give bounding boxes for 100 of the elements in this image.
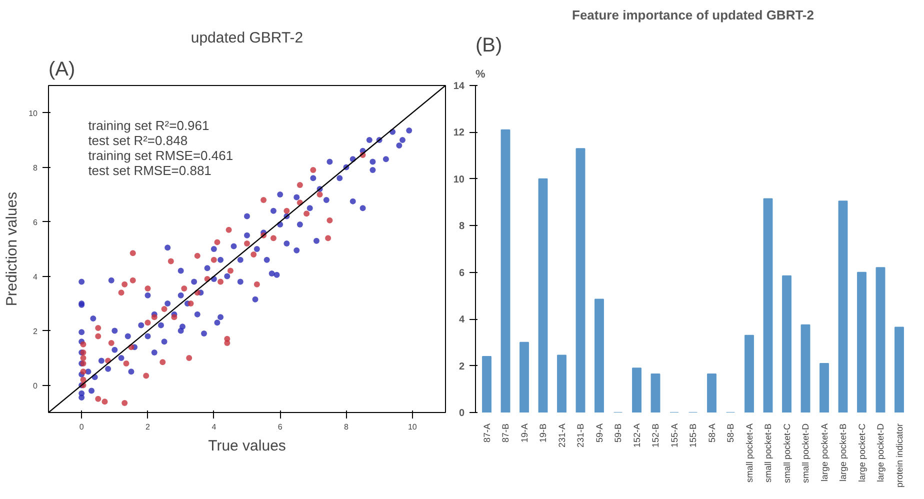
y-tick-label: 6 bbox=[33, 218, 38, 227]
y-tick-label: 4 bbox=[33, 272, 38, 282]
y-tick-label: 4 bbox=[458, 314, 465, 326]
bar bbox=[857, 272, 866, 412]
bar bbox=[800, 324, 810, 412]
point bbox=[226, 226, 232, 233]
point bbox=[102, 398, 108, 405]
point bbox=[108, 340, 114, 346]
bar bbox=[632, 368, 642, 412]
point bbox=[171, 314, 178, 320]
point bbox=[143, 372, 150, 379]
point bbox=[224, 340, 230, 346]
point bbox=[188, 300, 194, 306]
y-tick-label: 2 bbox=[458, 361, 465, 372]
x-tick-label: 4 bbox=[212, 422, 217, 432]
bar bbox=[707, 373, 716, 412]
point bbox=[260, 196, 267, 203]
x-tick-label: 10 bbox=[408, 422, 418, 432]
point bbox=[118, 290, 124, 296]
x-tick-label: protein indicator bbox=[894, 423, 904, 488]
point bbox=[186, 355, 192, 361]
point bbox=[122, 281, 128, 288]
bar bbox=[838, 200, 848, 412]
y-tick-label: 10 bbox=[453, 174, 465, 186]
x-tick-label: small pocket-A bbox=[744, 423, 754, 483]
y-tick-label: 8 bbox=[33, 163, 38, 172]
x-tick-label: large pocket-B bbox=[838, 424, 848, 482]
x-tick-label: small pocket-C bbox=[782, 423, 792, 484]
bar bbox=[557, 354, 566, 412]
x-tick-label: 155-A bbox=[669, 423, 680, 448]
bar bbox=[594, 298, 604, 412]
point bbox=[218, 278, 224, 285]
x-tick-label: 152-B bbox=[650, 423, 660, 448]
bar bbox=[820, 362, 829, 412]
y-tick-label: 12 bbox=[453, 128, 465, 139]
x-tick-label: 87-B bbox=[500, 423, 510, 443]
point bbox=[144, 286, 151, 292]
x-tick-label: 59-A bbox=[594, 423, 604, 443]
point bbox=[80, 368, 86, 375]
x-tick-label: large pocket-D bbox=[876, 423, 886, 482]
bar bbox=[782, 275, 792, 412]
point bbox=[181, 286, 188, 292]
point bbox=[168, 258, 174, 264]
point bbox=[144, 320, 151, 326]
point bbox=[95, 396, 102, 402]
point bbox=[284, 208, 290, 214]
y-axis-title: % bbox=[476, 68, 486, 80]
chart-title: updated GBRT-2 bbox=[190, 30, 304, 46]
y-tick-label: 14 bbox=[453, 81, 465, 92]
bar bbox=[482, 356, 492, 412]
annotation: training set R²=0.961 bbox=[88, 118, 210, 134]
annotation: training set RMSE=0.461 bbox=[88, 148, 234, 164]
bar bbox=[650, 373, 660, 412]
point bbox=[130, 277, 136, 284]
point bbox=[161, 306, 168, 312]
y-tick-label: 10 bbox=[28, 108, 38, 118]
point bbox=[254, 281, 260, 288]
point bbox=[304, 210, 310, 217]
point bbox=[130, 250, 136, 256]
bar bbox=[763, 198, 773, 412]
x-tick-label: 19-B bbox=[538, 423, 548, 443]
annotation: test set RMSE=0.881 bbox=[88, 163, 212, 178]
x-tick-label: 58-A bbox=[706, 423, 717, 443]
point bbox=[95, 333, 102, 340]
x-tick-label: 58-B bbox=[726, 423, 736, 443]
x-tick-label: 2 bbox=[146, 422, 151, 432]
bar bbox=[876, 267, 886, 412]
bar bbox=[894, 326, 904, 412]
point bbox=[214, 239, 220, 246]
bar bbox=[538, 178, 548, 412]
point bbox=[270, 235, 276, 242]
x-tick-label: 59-B bbox=[613, 423, 623, 443]
chart-title: Feature importance of updated GBRT-2 bbox=[572, 8, 814, 22]
x-tick-label: 155-B bbox=[688, 423, 698, 448]
text: (B) bbox=[476, 34, 502, 56]
x-tick-label: large pocket-C bbox=[856, 423, 867, 482]
point bbox=[316, 192, 323, 198]
x-tick-label: 19-A bbox=[519, 423, 530, 443]
x-tick-label: 6 bbox=[278, 422, 283, 432]
point bbox=[227, 268, 234, 274]
y-tick-label: 0 bbox=[33, 381, 38, 390]
point bbox=[95, 325, 102, 332]
point bbox=[210, 256, 217, 263]
point bbox=[325, 235, 332, 242]
x-tick-label: 231-A bbox=[556, 423, 567, 448]
point bbox=[310, 166, 316, 173]
point bbox=[160, 359, 166, 366]
x-tick-label: 152-A bbox=[632, 423, 642, 448]
x-tick-label: large pocket-A bbox=[819, 424, 830, 482]
point bbox=[326, 217, 333, 224]
y-tick-label: 2 bbox=[33, 326, 38, 336]
point bbox=[80, 341, 86, 348]
bar bbox=[520, 342, 529, 412]
x-axis-title: True values bbox=[208, 438, 286, 454]
y-axis-title: Prediction values bbox=[4, 192, 21, 306]
x-tick-label: 8 bbox=[344, 422, 350, 432]
x-tick-label: 0 bbox=[79, 422, 84, 432]
point bbox=[123, 360, 130, 366]
y-tick-label: 6 bbox=[458, 268, 465, 279]
point bbox=[122, 400, 128, 406]
